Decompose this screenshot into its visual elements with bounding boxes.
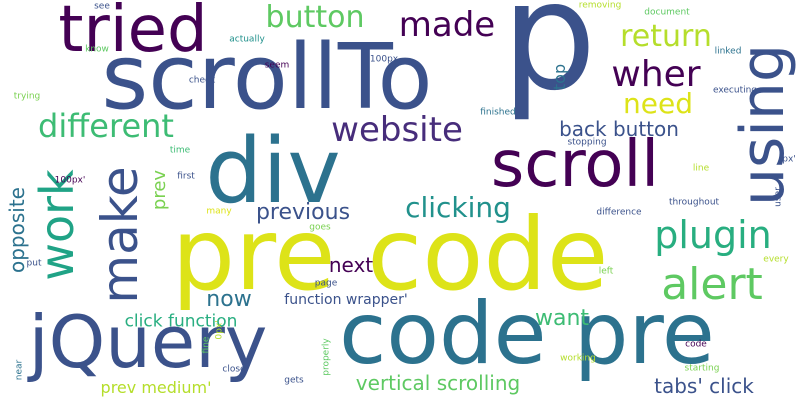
word: return — [620, 19, 712, 54]
word: know — [85, 44, 109, 55]
word: put — [26, 258, 42, 269]
word: prev — [149, 169, 170, 211]
word: clicking — [405, 191, 511, 224]
word: scroll — [490, 128, 660, 202]
word: page — [314, 278, 338, 289]
word: made — [398, 5, 496, 45]
word: top — [550, 63, 569, 91]
word: scrollTo — [101, 25, 433, 130]
word: 100px' — [54, 175, 86, 186]
word: tabs' click — [654, 374, 754, 398]
word: tried — [58, 0, 208, 67]
word: near — [14, 359, 25, 381]
word: opposite — [5, 187, 29, 273]
word: properly — [321, 338, 332, 376]
word: wher — [611, 54, 701, 95]
word: many — [206, 206, 232, 217]
word: function wrapper' — [284, 292, 408, 308]
word: trying — [13, 91, 41, 102]
word: now — [206, 287, 252, 312]
word: need — [623, 87, 693, 120]
word: button — [265, 0, 365, 35]
word: seem — [264, 60, 290, 71]
word: pre code — [171, 196, 609, 313]
word: website — [331, 110, 463, 150]
word: working — [560, 353, 596, 364]
word: executing — [712, 85, 758, 96]
word: plugin — [654, 213, 772, 257]
word: starting — [684, 363, 720, 374]
word: removing — [578, 0, 622, 11]
word: previous — [255, 200, 351, 225]
word: 100px — [369, 54, 399, 65]
word: back button — [559, 117, 679, 141]
word: finished — [480, 107, 516, 118]
word: check — [188, 75, 216, 86]
word: using — [728, 43, 798, 207]
word: difference — [596, 207, 642, 218]
word: line — [692, 163, 710, 174]
word: make — [91, 166, 149, 304]
word: document — [644, 7, 690, 18]
word: user — [773, 187, 784, 207]
word: every — [763, 254, 789, 265]
word: jQuery — [28, 300, 268, 384]
word: vertical scrolling — [355, 371, 521, 395]
word: see — [94, 1, 110, 12]
word: linked — [714, 46, 742, 57]
word: alert — [661, 259, 763, 310]
word: 0px' — [214, 320, 225, 340]
word: actually — [229, 34, 265, 45]
word: want — [534, 306, 590, 331]
word: time — [169, 145, 191, 156]
word: goes — [309, 222, 331, 233]
word: throughout — [668, 197, 720, 208]
word: gets — [284, 375, 304, 386]
word: code — [685, 339, 707, 350]
word: close — [222, 364, 246, 375]
word: code pre — [339, 284, 715, 384]
word: stopping — [567, 137, 607, 148]
word: left — [598, 266, 614, 277]
word: different — [38, 107, 174, 145]
word: click function — [124, 311, 238, 332]
word: prev medium' — [100, 378, 212, 397]
word: next — [328, 253, 374, 277]
word: first — [177, 171, 195, 182]
word: fine — [201, 336, 212, 354]
word: px' — [782, 154, 796, 165]
word: div — [205, 119, 341, 224]
word: p — [501, 0, 597, 124]
